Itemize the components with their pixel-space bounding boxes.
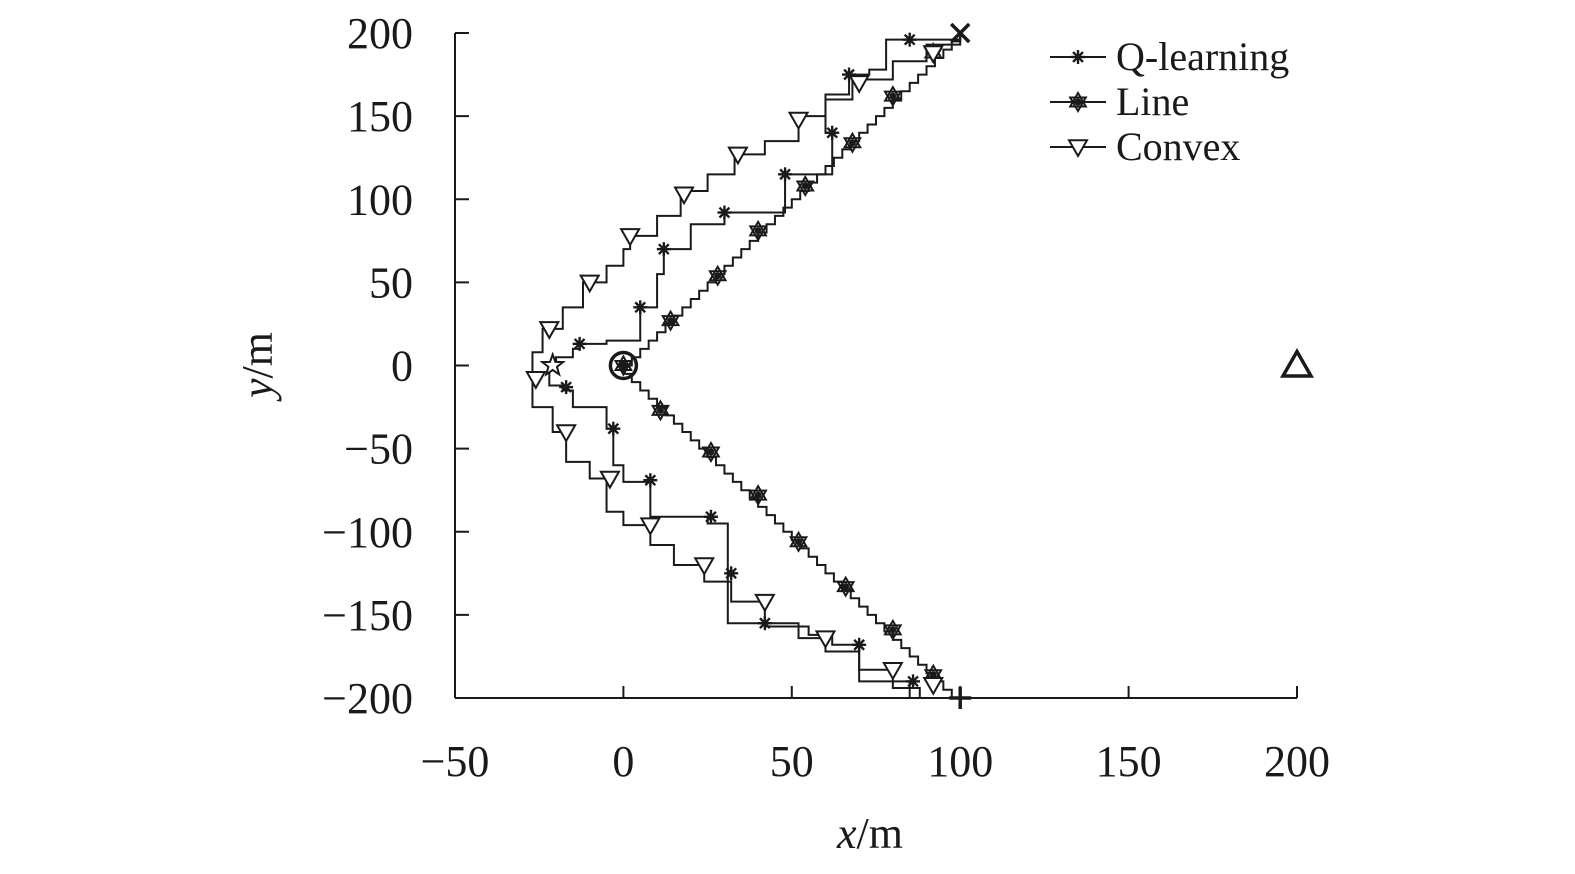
data-point-q-learning [825,125,840,140]
data-point-q-learning [724,566,739,581]
x-tick-label: 150 [1096,737,1162,786]
data-point-q-learning [633,300,648,315]
data-point-convex [922,676,944,696]
data-point-line [842,131,862,154]
data-point-q-learning [778,167,793,182]
data-point-q-learning [656,242,671,257]
data-point-convex [578,274,601,294]
data-point-convex [538,321,561,340]
data-point-line [748,219,768,242]
data-point-line [883,85,903,108]
data-point-q-learning [717,205,732,220]
y-axis-var: y [233,378,282,402]
y-tick-label: 100 [347,175,413,224]
x-tick-label: 100 [927,737,993,786]
axes: −200 −150 −100 −50 0 50 100 150 200 −50 0 50 100 150 2… [322,9,1330,786]
data-point-line [701,440,721,463]
y-tick-label: −150 [322,591,413,640]
legend-item-convex: Convex [1050,124,1240,169]
data-point-line [650,399,670,422]
origin-marker [608,350,639,381]
data-point-q-learning [559,380,574,395]
series-group [525,32,962,699]
legend-swatch-marker [1067,139,1089,159]
data-point-line [661,309,681,332]
data-point-convex [525,371,547,390]
series-q-learning [548,32,962,699]
data-point-convex [754,593,776,613]
x-tick-label: 50 [770,737,814,786]
legend-swatch-marker [1071,50,1085,64]
data-point-convex [882,661,904,681]
data-point-convex [848,75,870,94]
x-axis-unit: /m [857,809,903,858]
x-axis-var: x [836,809,857,858]
series-line-convex [531,33,962,699]
data-point-convex [693,557,715,577]
legend-label: Line [1116,79,1189,124]
x-tick-label: 0 [612,737,634,786]
data-point-q-learning [606,421,621,436]
data-point-q-learning [902,32,917,47]
data-point-line [836,575,856,598]
y-tick-label: −200 [322,674,413,723]
legend-label: Q-learning [1116,34,1289,79]
special-points [539,22,1315,709]
data-point-q-learning [852,637,867,652]
y-axis-title: y/m [233,332,282,402]
end-marker [949,22,971,44]
y-axis-unit: /m [233,332,282,378]
start-marker [949,687,972,709]
legend-item-line: Line [1050,79,1189,124]
data-point-line [789,530,809,553]
data-point-line [795,174,815,197]
legend-label: Convex [1116,124,1240,169]
x-tick-label: 200 [1264,737,1330,786]
data-point-convex [787,111,810,131]
data-point-convex [619,228,641,247]
y-tick-label: 50 [369,258,413,307]
series-line-line [622,33,962,699]
data-point-convex [922,45,944,64]
series-line [613,33,962,699]
data-point-q-learning [572,336,587,351]
legend-swatch-marker [1068,90,1088,114]
data-point-q-learning [906,674,921,689]
data-point-line [708,264,728,287]
target-marker [1279,347,1315,378]
convex-apex-marker [539,351,566,377]
x-axis-title: x/m [836,809,903,858]
series-convex [525,33,962,699]
y-tick-label: −100 [322,508,413,557]
data-point-convex [814,630,837,650]
data-point-convex [599,470,621,490]
y-tick-label: −50 [344,425,413,474]
data-point-convex [727,146,749,166]
y-tick-label: 200 [347,9,413,58]
y-tick-label: 0 [391,342,413,391]
x-tick-label: −50 [421,737,490,786]
data-point-q-learning [703,509,718,524]
data-point-line [883,618,903,641]
data-point-line [748,484,768,507]
data-point-convex [555,424,577,444]
data-point-convex [673,186,695,206]
legend-item-q-learning: Q-learning [1050,34,1289,79]
data-point-q-learning [643,473,658,488]
y-tick-label: 150 [347,92,413,141]
data-point-convex [639,517,662,537]
